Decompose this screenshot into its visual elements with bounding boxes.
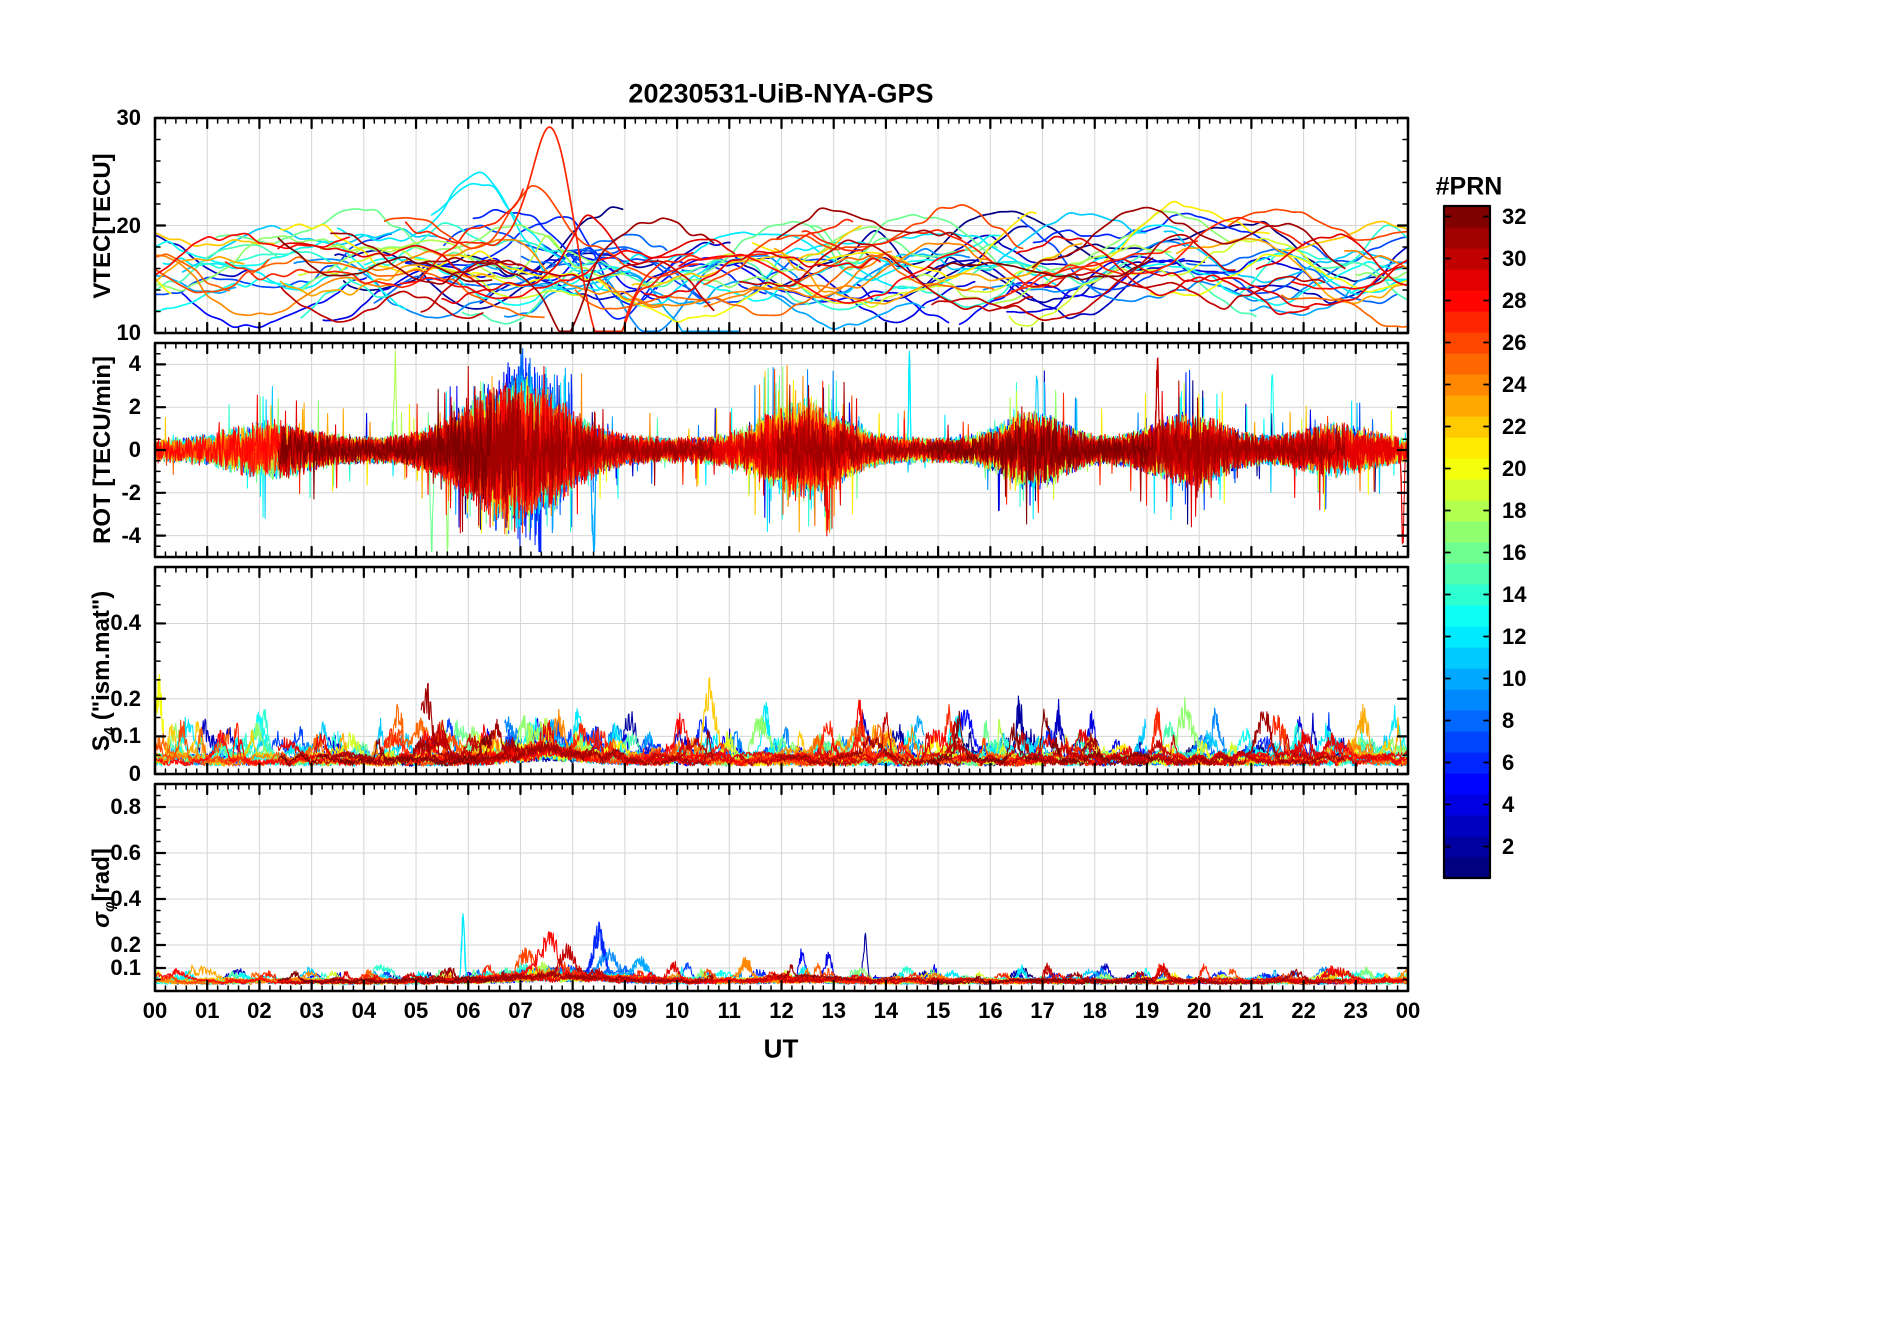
x-tick-label: 23 (1343, 998, 1369, 1023)
y-tick-label: 0.1 (110, 955, 141, 980)
colorbar-tick-label: 2 (1502, 833, 1515, 859)
colorbar-tick-label: 6 (1502, 749, 1515, 775)
colorbar-tick-label: 26 (1502, 329, 1527, 355)
x-tick-label: 16 (978, 998, 1003, 1023)
y-axis-label-rot: ROT [TECU/min] (89, 356, 116, 544)
y-tick-label: -4 (121, 522, 141, 548)
x-tick-label: 21 (1239, 998, 1264, 1023)
colorbar-tick-label: 12 (1502, 623, 1527, 649)
y-tick-label: 0 (128, 761, 141, 786)
y-tick-label: 0.8 (110, 794, 141, 819)
colorbar-tick-label: 24 (1502, 371, 1527, 397)
y-axis-label-vtec: VTEC[TECU] (89, 152, 116, 299)
x-tick-label: 07 (508, 998, 533, 1023)
x-tick-label: 03 (299, 998, 324, 1023)
y-tick-label: 0.2 (110, 685, 141, 711)
colorbar-tick-label: 14 (1502, 581, 1527, 607)
y-tick-label: 2 (128, 394, 141, 420)
x-tick-label: 15 (925, 998, 951, 1023)
y-tick-label: 4 (128, 351, 141, 377)
colorbar-tick-label: 20 (1502, 455, 1527, 481)
y-tick-label: 0.6 (110, 840, 141, 865)
x-tick-label: 10 (664, 998, 690, 1023)
y-axis-label-s4: S4 ("ism.mat") (87, 590, 119, 751)
colorbar-tick-label: 10 (1502, 665, 1527, 691)
x-tick-label: 04 (351, 998, 377, 1023)
y-tick-label: 0.4 (110, 610, 141, 636)
x-tick-label: 18 (1082, 998, 1107, 1023)
x-tick-label: 08 (560, 998, 585, 1023)
x-tick-label: 19 (1134, 998, 1160, 1023)
colorbar-tick-label: 18 (1502, 497, 1527, 523)
x-tick-label: 22 (1291, 998, 1316, 1023)
x-tick-label: 00 (142, 998, 168, 1023)
x-tick-label: 02 (247, 998, 272, 1023)
x-tick-label: 09 (612, 998, 638, 1023)
chart-title: 20230531-UiB-NYA-GPS (628, 78, 934, 109)
x-tick-label: 11 (717, 998, 741, 1023)
colorbar-tick-label: 16 (1502, 539, 1527, 565)
x-tick-label: 12 (769, 998, 794, 1023)
x-tick-label: 13 (821, 998, 846, 1023)
colorbar-tick-label: 32 (1502, 203, 1527, 229)
x-tick-label: 06 (456, 998, 481, 1023)
x-tick-label: 01 (194, 998, 220, 1023)
x-tick-label: 17 (1030, 998, 1055, 1023)
y-tick-label: 0.2 (110, 932, 141, 957)
colorbar-label: #PRN (1435, 172, 1503, 201)
y-tick-label: 30 (116, 105, 141, 130)
x-tick-label: 20 (1186, 998, 1212, 1023)
y-tick-label: 0 (128, 437, 141, 462)
x-tick-label: 14 (873, 998, 899, 1023)
y-tick-label: 10 (116, 320, 141, 345)
x-tick-label: 05 (403, 998, 429, 1023)
colorbar-tick-label: 28 (1502, 287, 1527, 313)
x-tick-label: 00 (1395, 998, 1421, 1023)
y-tick-label: 20 (116, 212, 141, 238)
colorbar-tick-label: 8 (1502, 707, 1515, 733)
y-tick-label: 0.1 (110, 723, 141, 749)
y-axis-label-sigma_phi: σφ[rad] (87, 847, 119, 928)
colorbar-tick-label: 4 (1502, 791, 1515, 817)
y-tick-label: -2 (121, 479, 141, 505)
colorbar-tick-label: 30 (1502, 245, 1527, 271)
colorbar-tick-label: 22 (1502, 413, 1527, 439)
y-tick-label: 0.4 (110, 886, 141, 911)
x-axis-label: UT (763, 1033, 799, 1064)
